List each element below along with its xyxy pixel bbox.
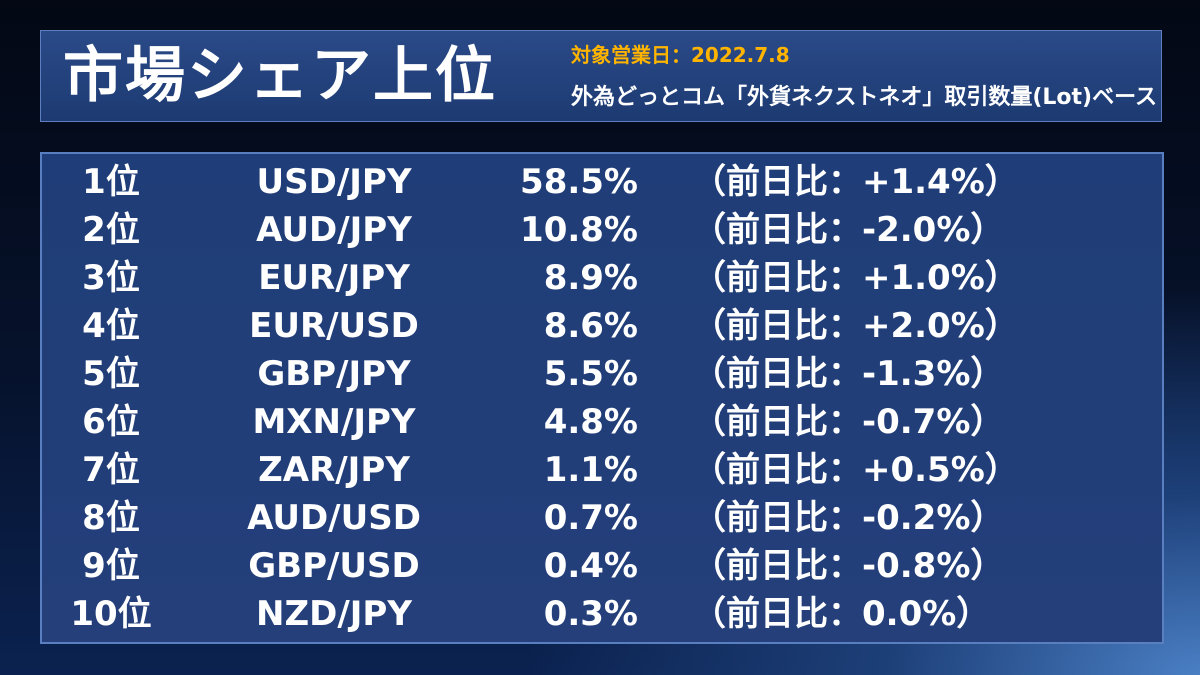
rank-cell: 3位 — [82, 258, 140, 298]
currency-pair-cell: AUD/JPY — [256, 210, 412, 250]
rank-cell: 9位 — [82, 546, 140, 586]
currency-pair-cell: NZD/JPY — [256, 594, 412, 634]
change-cell: （前日比：0.0%） — [692, 594, 991, 634]
table-row: 3位 EUR/JPY 8.9% （前日比：+1.0%） — [42, 254, 1162, 302]
change-cell: （前日比：-0.2%） — [692, 498, 1005, 538]
share-cell: 4.8% — [543, 402, 638, 442]
currency-pair-cell: MXN/JPY — [252, 402, 416, 442]
table-row: 2位 AUD/JPY 10.8% （前日比：-2.0%） — [42, 206, 1162, 254]
table-row: 5位 GBP/JPY 5.5% （前日比：-1.3%） — [42, 350, 1162, 398]
rank-cell: 8位 — [82, 498, 140, 538]
header-banner: 市場シェア上位 対象営業日：2022.7.8 外為どっとコム「外貨ネクストネオ」… — [40, 30, 1162, 122]
currency-pair-cell: GBP/JPY — [257, 354, 411, 394]
table-row: 4位 EUR/USD 8.6% （前日比：+2.0%） — [42, 302, 1162, 350]
currency-pair-cell: EUR/USD — [249, 306, 419, 346]
data-basis-note: 外為どっとコム「外貨ネクストネオ」取引数量(Lot)ベース — [571, 85, 1158, 110]
table-row: 9位 GBP/USD 0.4% （前日比：-0.8%） — [42, 542, 1162, 590]
rank-cell: 1位 — [82, 162, 140, 202]
rank-cell: 7位 — [82, 450, 140, 490]
table-row: 6位 MXN/JPY 4.8% （前日比：-0.7%） — [42, 398, 1162, 446]
change-cell: （前日比：-0.7%） — [692, 402, 1005, 442]
rank-cell: 4位 — [82, 306, 140, 346]
page-title: 市場シェア上位 — [63, 41, 497, 111]
table-row: 1位 USD/JPY 58.5% （前日比：+1.4%） — [42, 158, 1162, 206]
share-cell: 0.7% — [543, 498, 638, 538]
rank-cell: 6位 — [82, 402, 140, 442]
share-cell: 0.4% — [543, 546, 638, 586]
change-cell: （前日比：+2.0%） — [692, 306, 1019, 346]
share-cell: 0.3% — [543, 594, 638, 634]
table-row: 7位 ZAR/JPY 1.1% （前日比：+0.5%） — [42, 446, 1162, 494]
share-cell: 10.8% — [520, 210, 638, 250]
share-cell: 8.6% — [543, 306, 638, 346]
rank-cell: 10位 — [70, 594, 152, 634]
table-row: 10位 NZD/JPY 0.3% （前日比：0.0%） — [42, 590, 1162, 638]
share-cell: 8.9% — [543, 258, 638, 298]
change-cell: （前日比：+1.0%） — [692, 258, 1019, 298]
share-cell: 58.5% — [520, 162, 638, 202]
currency-pair-cell: EUR/JPY — [258, 258, 410, 298]
share-cell: 1.1% — [543, 450, 638, 490]
table-row: 8位 AUD/USD 0.7% （前日比：-0.2%） — [42, 494, 1162, 542]
rank-cell: 2位 — [82, 210, 140, 250]
currency-pair-cell: USD/JPY — [256, 162, 412, 202]
currency-pair-cell: ZAR/JPY — [258, 450, 410, 490]
currency-pair-cell: GBP/USD — [248, 546, 420, 586]
ranking-table: 1位 USD/JPY 58.5% （前日比：+1.4%） 2位 AUD/JPY … — [40, 152, 1164, 644]
rank-cell: 5位 — [82, 354, 140, 394]
change-cell: （前日比：+1.4%） — [692, 162, 1019, 202]
change-cell: （前日比：-0.8%） — [692, 546, 1005, 586]
target-date: 対象営業日：2022.7.8 — [571, 43, 790, 67]
change-cell: （前日比：-1.3%） — [692, 354, 1005, 394]
change-cell: （前日比：+0.5%） — [692, 450, 1019, 490]
share-cell: 5.5% — [543, 354, 638, 394]
change-cell: （前日比：-2.0%） — [692, 210, 1005, 250]
currency-pair-cell: AUD/USD — [247, 498, 421, 538]
